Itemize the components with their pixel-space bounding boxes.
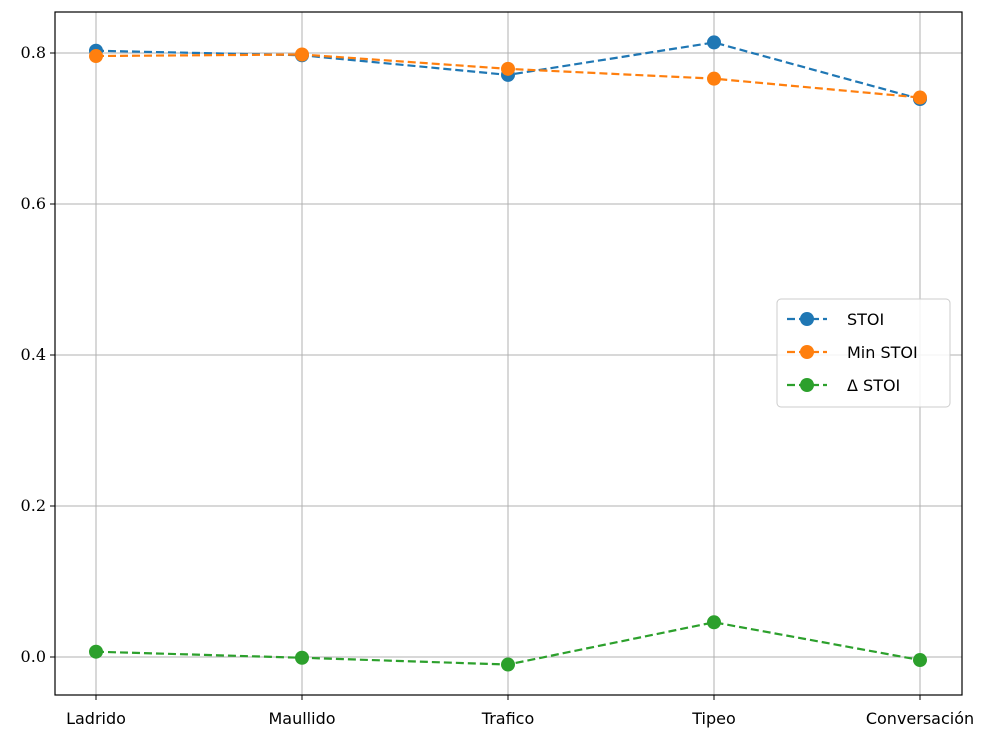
y-tick-label: 0.4 (21, 345, 46, 364)
data-point (501, 61, 515, 76)
x-axis-ticks: Ladrido Maullido Trafico Tipeo Conversación (66, 695, 974, 728)
data-point (913, 653, 927, 668)
y-axis-ticks: 0.0 0.2 0.4 0.6 0.8 (21, 43, 55, 666)
data-point (295, 47, 309, 62)
data-point (501, 657, 515, 672)
legend-item: STOI (787, 310, 884, 329)
data-point (707, 35, 721, 50)
legend-label: STOI (847, 310, 884, 329)
y-tick-label: 0.0 (21, 647, 46, 666)
data-point (295, 650, 309, 665)
y-tick-label: 0.6 (21, 194, 46, 213)
x-tick-label: Trafico (481, 709, 534, 728)
data-point (913, 90, 927, 105)
legend-marker (800, 378, 814, 392)
legend-box (776, 298, 951, 408)
legend-marker (800, 345, 814, 359)
legend-marker (800, 312, 814, 326)
data-point (89, 644, 103, 659)
y-tick-label: 0.8 (21, 43, 46, 62)
series-1 (89, 47, 927, 105)
data-point (707, 71, 721, 86)
legend: STOI Min STOI Δ STOI (776, 298, 951, 408)
x-tick-label: Maullido (268, 709, 335, 728)
x-tick-label: Ladrido (66, 709, 126, 728)
y-tick-label: 0.2 (21, 496, 46, 515)
legend-label: Min STOI (847, 343, 918, 362)
data-point (707, 615, 721, 630)
legend-item: Δ STOI (787, 376, 900, 395)
series-layer (89, 35, 927, 672)
x-tick-label: Conversación (866, 709, 974, 728)
legend-item: Min STOI (787, 343, 918, 362)
grid-lines (55, 12, 962, 695)
legend-label: Δ STOI (847, 376, 900, 395)
data-point (89, 49, 103, 64)
x-tick-label: Tipeo (691, 709, 736, 728)
series-2 (89, 615, 927, 672)
